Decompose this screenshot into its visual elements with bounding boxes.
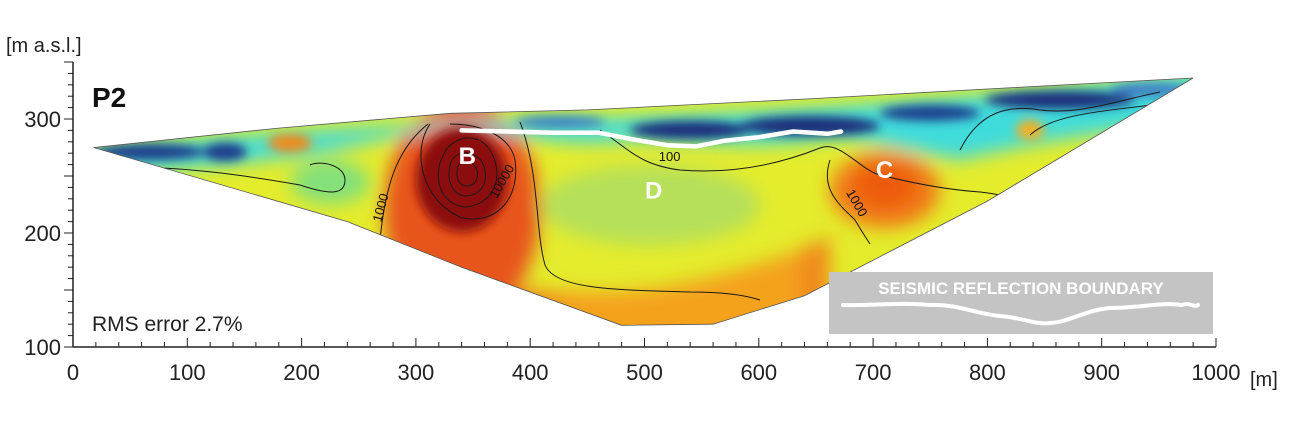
contour-1000-right [826, 159, 871, 245]
small-orange-lens [268, 134, 312, 152]
zone-label-c: C [876, 157, 893, 184]
blue-patch-3 [630, 121, 750, 139]
profile-outline [93, 77, 1194, 326]
axes: 0 100 200 300 400 500 600 700 800 900 1000 1002003… [24, 61, 1241, 385]
legend-boundary-line [841, 301, 1200, 326]
x-tick-label-600: 600 [740, 360, 777, 385]
contour-surface-right [959, 91, 1161, 151]
contour-surface-mid [1029, 104, 1151, 136]
x-tick-label-400: 400 [512, 360, 549, 385]
seismic-reflection-boundary-line [459, 128, 844, 149]
contour-lines [159, 91, 1161, 301]
x-tick-label-200: 200 [283, 360, 320, 385]
contour-label-100-2: 100 [659, 149, 681, 164]
anomaly-c-core [853, 164, 917, 208]
x-axis-unit-label: [m] [1250, 369, 1278, 391]
contour-label-1000-0: 1000 [370, 192, 392, 224]
y-tick-label-300: 300 [24, 107, 61, 132]
contour-1000-left [379, 123, 429, 241]
y-tick-label-200: 200 [24, 221, 61, 246]
contour-b-inner-2 [448, 152, 486, 197]
zone-labels: B C D [459, 143, 894, 204]
x-tick-label-100: 100 [169, 360, 206, 385]
contour-1000-middle [519, 121, 761, 301]
surface-cyan-band [93, 78, 1194, 175]
contour-surface-left [159, 162, 346, 193]
rms-error-label: RMS error 2.7% [92, 313, 243, 336]
x-tick-label-900: 900 [1083, 360, 1120, 385]
contour-b-inner-3 [456, 161, 479, 187]
blue-patch-8 [515, 116, 605, 128]
y-tick-label-100: 100 [24, 335, 61, 360]
zone-label-b: B [459, 143, 476, 170]
anomaly-b-core [416, 128, 508, 232]
contour-100 [599, 129, 1006, 197]
y-ticks: 100 200 300 [24, 61, 73, 360]
blue-patch-2 [203, 143, 247, 161]
y-axis-unit-label: [m a.s.l.] [6, 35, 82, 57]
contour-10000 [420, 123, 517, 220]
blue-patch-6 [985, 91, 1135, 109]
legend-box: SEISMIC REFLECTION BOUNDARY [829, 272, 1213, 334]
blue-patch-5 [880, 105, 980, 121]
blue-patch-7 [1110, 83, 1190, 97]
blue-patch-4 [740, 116, 880, 136]
x-tick-label-500: 500 [626, 360, 663, 385]
small-yellow-lens [1016, 120, 1044, 140]
blue-patch-1 [95, 144, 205, 160]
contour-b-inner-1 [437, 137, 498, 208]
profile-label: P2 [92, 82, 126, 113]
x-tick-label-1000: 1000 [1192, 360, 1241, 385]
x-tick-label-300: 300 [398, 360, 435, 385]
x-tick-label-0: 0 [67, 360, 79, 385]
anomaly-d-zone [540, 165, 760, 245]
zone-label-d: D [645, 177, 662, 204]
deep-right-zone [560, 250, 800, 326]
legend-text: SEISMIC REFLECTION BOUNDARY [878, 279, 1164, 298]
x-ticks: 0 100 200 300 400 500 600 700 800 900 1000 [67, 338, 1241, 385]
x-tick-label-800: 800 [969, 360, 1006, 385]
x-tick-label-700: 700 [855, 360, 892, 385]
left-green-zone [290, 160, 370, 204]
